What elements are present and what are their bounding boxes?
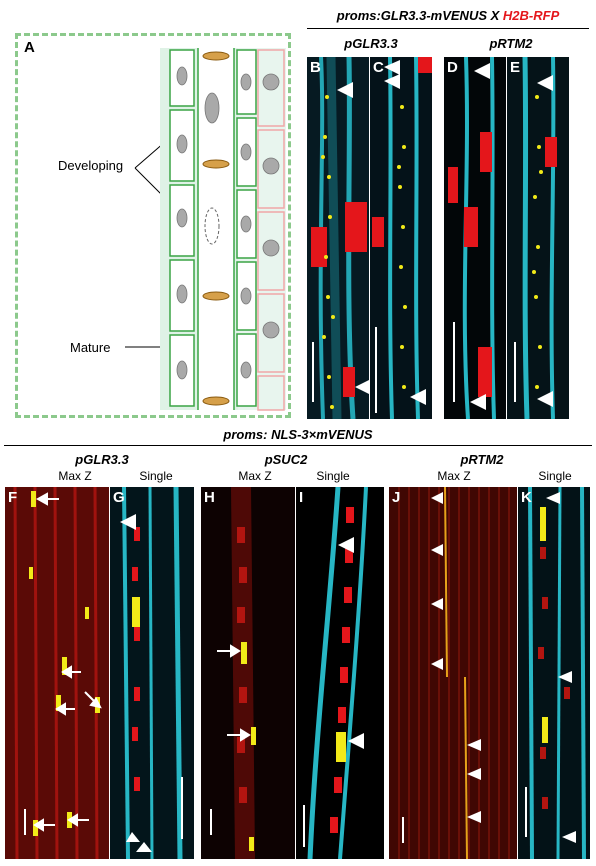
micrograph-i-art <box>296 487 384 859</box>
micrograph-g: G <box>110 487 194 859</box>
caption-max-z-j: Max Z <box>437 469 471 483</box>
top-rule <box>307 28 589 29</box>
top-title-prefix: proms:GLR3.3-mVENUS X <box>336 8 503 23</box>
sub-pglr33-top: pGLR3.3 <box>344 36 398 51</box>
micrograph-f-art <box>5 487 109 859</box>
micrograph-i: I <box>296 487 384 859</box>
micrograph-g-art <box>110 487 194 859</box>
bottom-figure-title: proms: NLS-3×mVENUS <box>223 427 373 442</box>
micrograph-k: K <box>518 487 590 859</box>
panel-label-j: J <box>392 489 401 506</box>
micrograph-e: E <box>507 57 569 419</box>
panel-label-g: G <box>113 489 125 506</box>
sub-prtm2-top: pRTM2 <box>489 36 533 51</box>
panel-label-b: B <box>310 59 321 76</box>
bottom-rule <box>4 445 592 446</box>
micrograph-h-art <box>201 487 295 859</box>
micrograph-j: J <box>389 487 517 859</box>
micrograph-k-art <box>518 487 590 859</box>
micrograph-b-art <box>307 57 369 419</box>
top-figure-title: proms:GLR3.3-mVENUS X H2B-RFP <box>307 8 589 23</box>
panel-label-a: A <box>24 39 35 56</box>
micrograph-d-art <box>444 57 506 419</box>
panel-label-f: F <box>8 489 18 506</box>
panel-label-k: K <box>521 489 532 506</box>
caption-max-z-h: Max Z <box>238 469 272 483</box>
micrograph-e-art <box>507 57 569 419</box>
micrograph-j-art <box>389 487 517 859</box>
top-title-red: H2B-RFP <box>502 8 560 23</box>
panel-label-h: H <box>204 489 215 506</box>
label-developing: Developing <box>58 158 124 173</box>
caption-single-g: Single <box>139 469 173 483</box>
micrograph-h: H <box>201 487 295 859</box>
micrograph-f: F <box>5 487 109 859</box>
panel-label-c: C <box>373 59 384 76</box>
panel-a-schematic: A Developing Mature <box>15 33 291 418</box>
phloem-diagram <box>125 48 286 411</box>
micrograph-c-art <box>370 57 432 419</box>
panel-label-e: E <box>510 59 521 76</box>
caption-single-i: Single <box>316 469 350 483</box>
sub-psuc2-bottom: pSUC2 <box>264 452 308 467</box>
micrograph-b: B <box>307 57 369 419</box>
micrograph-d: D <box>444 57 506 419</box>
sub-prtm2-bottom: pRTM2 <box>460 452 504 467</box>
label-mature: Mature <box>70 340 111 355</box>
caption-single-k: Single <box>538 469 572 483</box>
caption-max-z-f: Max Z <box>58 469 92 483</box>
panel-label-d: D <box>447 59 458 76</box>
sub-pglr33-bottom: pGLR3.3 <box>75 452 129 467</box>
panel-label-i: I <box>299 489 304 506</box>
micrograph-c: C <box>370 57 432 419</box>
